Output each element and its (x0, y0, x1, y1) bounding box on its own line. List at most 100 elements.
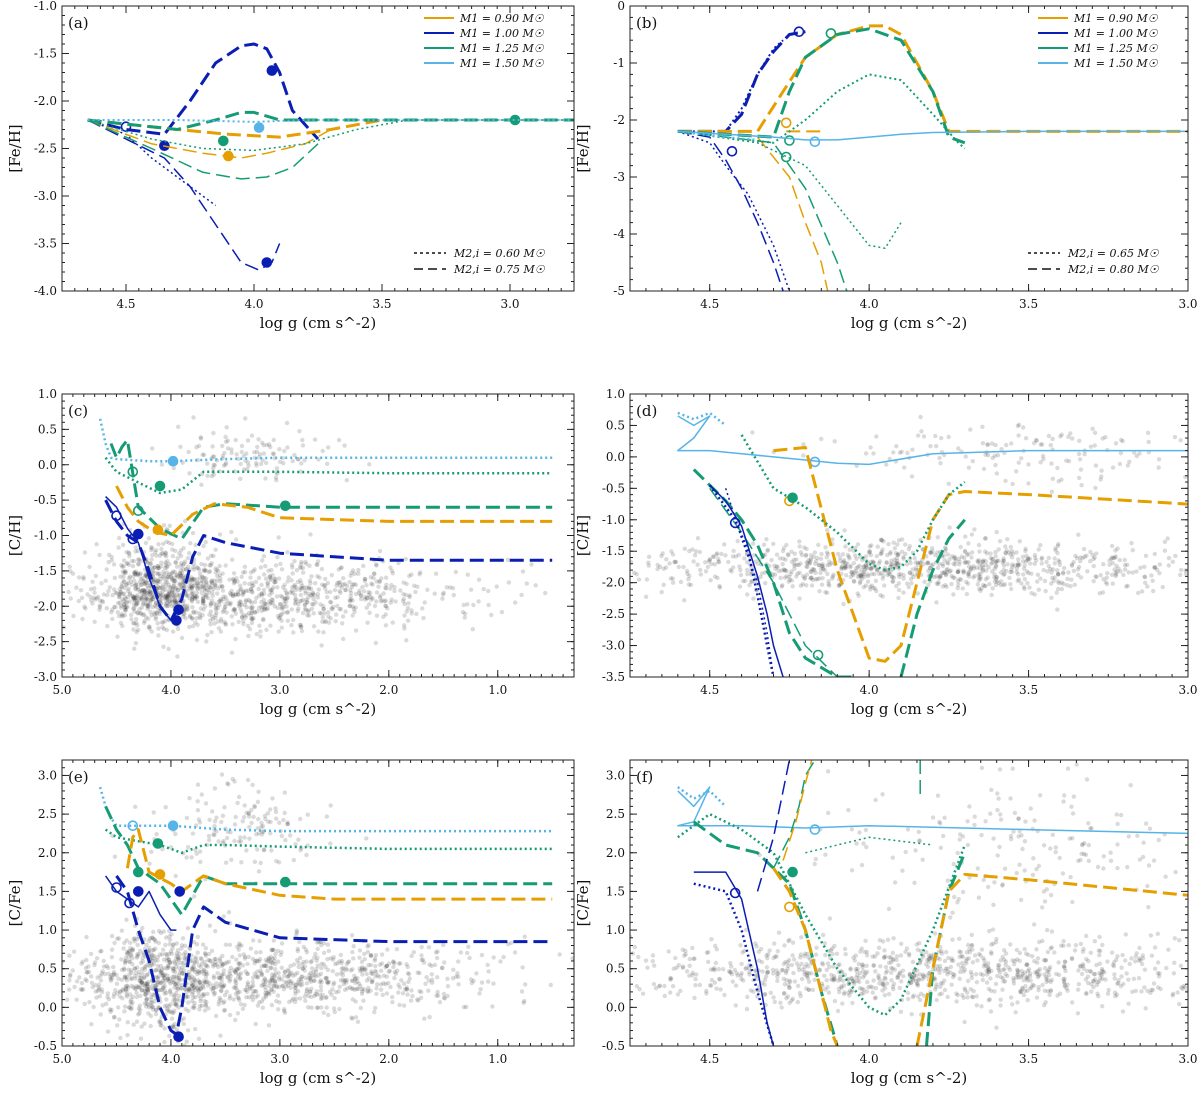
scatter-point (308, 581, 312, 585)
scatter-point (1060, 587, 1064, 591)
scatter-point (1101, 562, 1105, 566)
scatter-point (345, 968, 349, 972)
scatter-point (554, 571, 558, 575)
scatter-point (1005, 537, 1009, 541)
scatter-point (401, 991, 405, 995)
scatter-point (195, 638, 199, 642)
scatter-point (1134, 569, 1138, 573)
scatter-point (167, 562, 171, 566)
x-tick-label: 3.0 (500, 297, 519, 311)
scatter-point (438, 1000, 442, 1004)
y-tick-label: -3.0 (34, 670, 57, 684)
scatter-point (520, 989, 524, 993)
scatter-point (987, 582, 991, 586)
scatter-point (941, 562, 945, 566)
scatter-point (513, 950, 517, 954)
scatter-point (543, 591, 547, 595)
scatter-point (147, 939, 151, 943)
scatter-point (330, 573, 334, 577)
scatter-point (117, 536, 121, 540)
scatter-point (548, 573, 552, 577)
scatter-point (126, 589, 130, 593)
scatter-point (237, 620, 241, 624)
scatter-point (801, 453, 805, 457)
scatter-point (178, 445, 182, 449)
scatter-point (324, 996, 328, 1000)
scatter-point (825, 528, 829, 532)
y-tick-label: -3.0 (34, 189, 57, 203)
scatter-point (354, 583, 358, 587)
scatter-point (994, 554, 998, 558)
y-tick-label: -3.0 (602, 639, 625, 653)
scatter-point (486, 603, 490, 607)
scatter-point (322, 611, 326, 615)
scatter-point (1008, 552, 1012, 556)
scatter-point (142, 612, 146, 616)
scatter-point (936, 580, 940, 584)
scatter-point (275, 585, 279, 589)
scatter-point (1115, 569, 1119, 573)
scatter-point (326, 445, 330, 449)
scatter-point (229, 589, 233, 593)
scatter-point (186, 556, 190, 560)
scatter-point (321, 630, 325, 634)
scatter-point (1053, 561, 1057, 565)
scatter-point (224, 563, 228, 567)
legend-entry: M2,i = 0.60 M☉ (453, 247, 546, 260)
scatter-point (982, 467, 986, 471)
scatter-point (285, 445, 289, 449)
scatter-point (587, 1004, 591, 1008)
scatter-point (333, 588, 337, 592)
scatter-point (430, 972, 434, 976)
scatter-point (201, 544, 205, 548)
scatter-point (728, 568, 732, 572)
scatter-point (204, 1003, 208, 1007)
scatter-point (582, 984, 586, 988)
scatter-point (717, 584, 721, 588)
scatter-point (1077, 439, 1081, 443)
x-tick-label: 3.5 (1019, 297, 1038, 311)
scatter-point (664, 557, 668, 561)
scatter-point (513, 600, 517, 604)
scatter-point (326, 943, 330, 947)
scatter-point (93, 960, 97, 964)
scatter-point (230, 955, 234, 959)
scatter-point (101, 1003, 105, 1007)
y-tick-label: -5 (613, 284, 625, 298)
scatter-point (234, 438, 238, 442)
scatter-point (373, 964, 377, 968)
scatter-point (316, 629, 320, 633)
scatter-point (113, 605, 117, 609)
scatter-point (339, 566, 343, 570)
y-tick-label: -4 (613, 227, 625, 241)
scatter-point (28, 597, 32, 601)
scatter-point (253, 989, 257, 993)
scatter-point (1037, 588, 1041, 592)
scatter-point (216, 971, 220, 975)
scatter-point (301, 443, 305, 447)
scatter-point (194, 955, 198, 959)
scatter-point (281, 585, 285, 589)
scatter-point (175, 556, 179, 560)
scatter-point (957, 577, 961, 581)
scatter-point (244, 848, 248, 852)
scatter-point (821, 567, 825, 571)
scatter-point (726, 560, 730, 564)
scatter-point (328, 841, 332, 845)
scatter-point (466, 945, 470, 949)
scatter-point (426, 989, 430, 993)
scatter-point (147, 862, 151, 866)
scatter-point (181, 614, 185, 618)
scatter-point (216, 839, 220, 843)
scatter-point (124, 976, 128, 980)
scatter-point (1047, 564, 1051, 568)
scatter-point (1151, 589, 1155, 593)
scatter-point (846, 553, 850, 557)
scatter-point (90, 580, 94, 584)
scatter-point (164, 997, 168, 1001)
scatter-point (378, 549, 382, 553)
scatter-point (366, 986, 370, 990)
scatter-point (606, 569, 610, 573)
scatter-point (1113, 548, 1117, 552)
scatter-point (392, 585, 396, 589)
